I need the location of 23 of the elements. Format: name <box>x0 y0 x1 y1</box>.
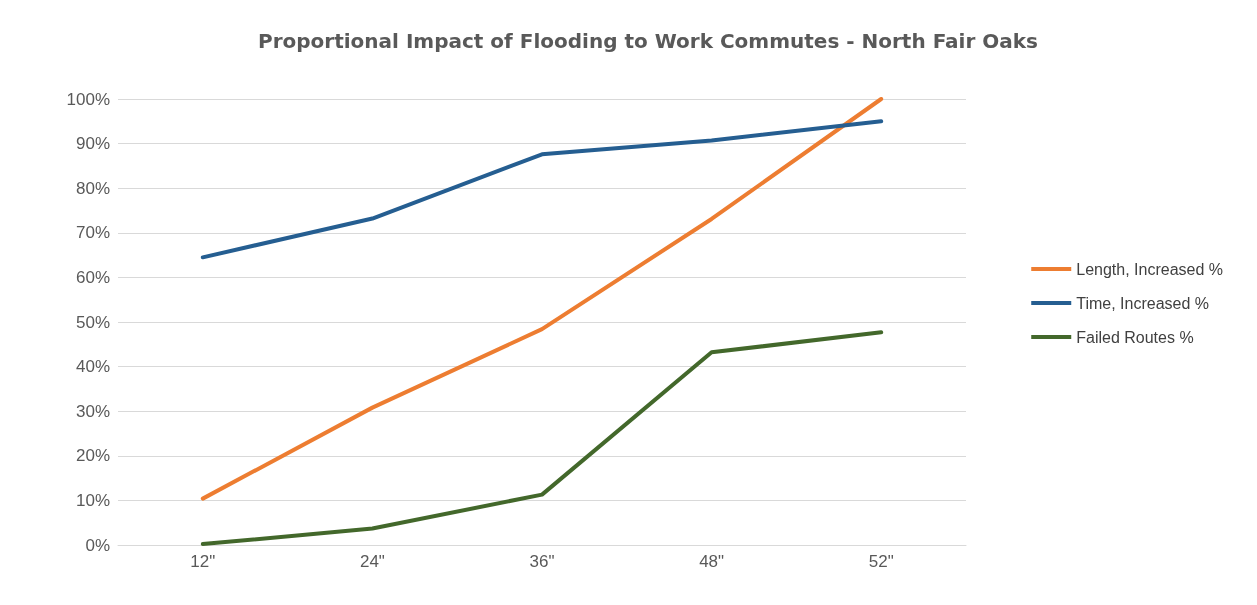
legend-label: Length, Increased % <box>1076 260 1223 278</box>
y-tick-label: 50% <box>75 312 110 332</box>
chart-title: Proportional Impact of Flooding to Work Commutes - North Fair Oaks <box>258 29 1038 53</box>
line-series <box>200 119 884 260</box>
line-series <box>200 330 884 547</box>
x-tick-label: 12" <box>190 552 216 571</box>
y-tick-label: 90% <box>75 134 110 154</box>
y-tick-label: 0% <box>85 535 110 555</box>
x-tick-label: 48" <box>699 552 725 571</box>
y-tick-label: 60% <box>75 267 110 287</box>
y-tick-label: 10% <box>75 490 110 510</box>
y-tick-label: 20% <box>75 446 110 466</box>
x-tick-label: 24" <box>359 552 385 571</box>
line-series <box>200 97 884 501</box>
y-tick-label: 70% <box>75 223 110 243</box>
y-tick-label: 100% <box>66 89 110 109</box>
y-tick-label: 80% <box>75 178 110 198</box>
legend-label: Time, Increased % <box>1076 294 1210 312</box>
y-tick-label: 40% <box>75 357 110 377</box>
y-tick-label: 30% <box>75 401 110 421</box>
x-tick-label: 36" <box>529 552 555 571</box>
x-tick-label: 52" <box>868 552 894 571</box>
legend-label: Failed Routes % <box>1076 328 1194 346</box>
